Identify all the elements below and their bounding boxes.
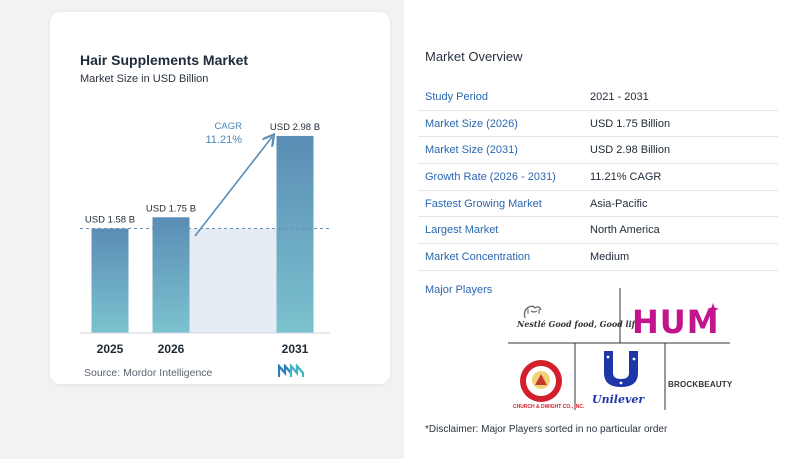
overview-row-label: Market Concentration [425,250,531,263]
unilever-logo: Unilever [592,393,645,406]
chart-title: Hair Supplements Market [80,52,249,68]
major-players-title: Major Players [425,284,493,296]
overview-row-value: Medium [590,250,630,263]
church-dwight-logo-icon [520,360,562,402]
overview-row: Study Period 2021 - 2031 [418,84,778,111]
bar [276,135,314,333]
overview-row-value: USD 1.75 Billion [590,117,671,130]
overview-row-label: Market Size (2031) [425,144,518,157]
brock-beauty-logo: BROCKBEAUTY [668,380,733,389]
growth-area [189,228,277,333]
nestle-logo-icon [523,305,542,319]
market-overview-panel [404,0,800,459]
market-overview-title: Market Overview [425,49,523,64]
cagr-arrow [194,137,272,237]
data-label: USD 1.58 B [85,215,135,226]
overview-row-value: 2021 - 2031 [590,90,649,103]
overview-row: Fastest Growing Market Asia-Pacific [418,191,778,218]
x-tick-label: 2025 [97,342,124,356]
x-tick-label: 2026 [158,342,185,356]
nestle-logo: Nestlé Good food, Good life [517,319,641,329]
bar [152,217,190,333]
overview-row: Largest Market North America [418,217,778,245]
overview-row-label: Study Period [425,90,488,103]
data-label: USD 1.75 B [146,203,196,214]
cagr-value: 11.21% [206,134,243,146]
hum-logo: HUM [632,303,720,341]
overview-row-value: Asia-Pacific [590,197,648,210]
x-tick-label: 2031 [282,342,309,356]
overview-row-label: Market Size (2026) [425,117,518,130]
overview-row-label: Growth Rate (2026 - 2031) [425,170,556,183]
overview-row-value: North America [590,224,660,237]
cagr-label: CAGR [215,121,243,132]
church-dwight-logo: CHURCH & DWIGHT CO., INC. [513,404,585,410]
overview-row-label: Fastest Growing Market [425,197,542,210]
data-label: USD 2.98 B [270,122,320,133]
overview-row: Market Concentration Medium [418,244,778,271]
disclaimer: *Disclaimer: Major Players sorted in no … [425,424,668,435]
overview-row: Market Size (2026) USD 1.75 Billion [418,111,778,138]
overview-row: Market Size (2031) USD 2.98 Billion [418,137,778,165]
overview-row: Growth Rate (2026 - 2031) 11.21% CAGR [418,164,778,191]
chart-subtitle: Market Size in USD Billion [80,73,209,85]
overview-row-label: Largest Market [425,224,499,237]
hum-star-icon [707,303,719,315]
overview-row-value: 11.21% CAGR [590,170,662,183]
bar [91,228,129,333]
unilever-logo-icon [604,351,638,387]
market-overview-table: Study Period 2021 - 2031 Market Size (20… [418,84,778,271]
mordor-logo-icon [278,364,304,377]
chart-source: Source: Mordor Intelligence [84,367,213,379]
overview-row-value: USD 2.98 Billion [590,144,671,157]
